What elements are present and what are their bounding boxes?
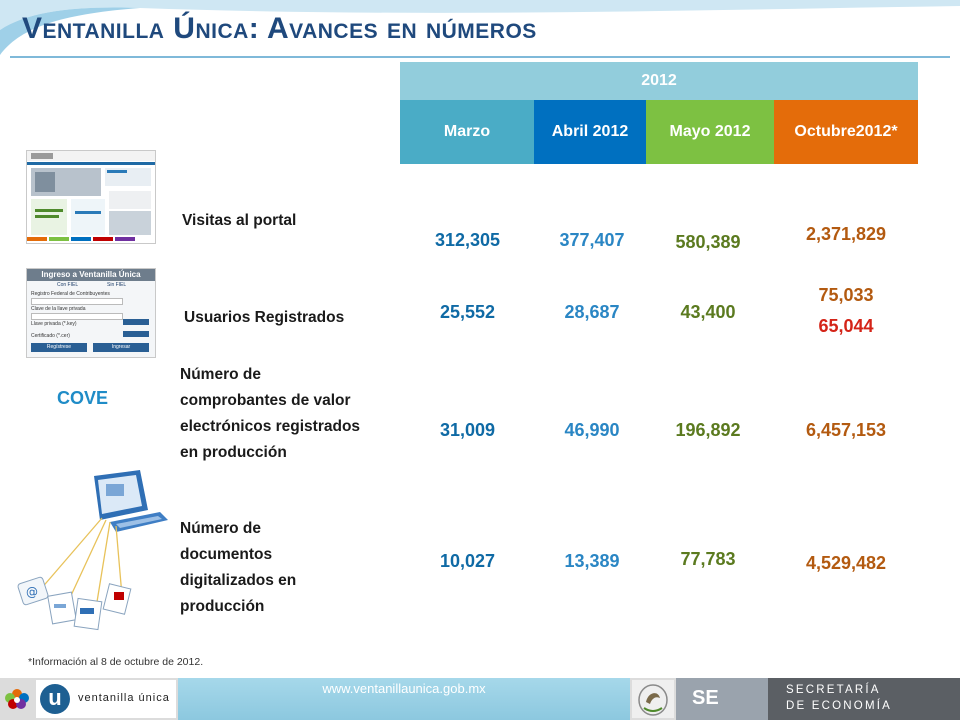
cell-comprobantes-marzo: 31,009 bbox=[439, 420, 496, 440]
cell-comprobantes-octubre: 6,457,153 bbox=[805, 420, 887, 440]
cell-usuarios-octubre: 75,033 bbox=[818, 285, 874, 305]
cell-visitas-mayo: 580,389 bbox=[675, 232, 741, 252]
cell-visitas-abril: 377,407 bbox=[559, 230, 625, 250]
row-label-visitas: Visitas al portal bbox=[182, 212, 297, 229]
cell-usuarios-abril: 28,687 bbox=[564, 302, 620, 322]
page-title: Ventanilla Única: Avances en números bbox=[22, 12, 537, 45]
secretaria-line-1: SECRETARÍA bbox=[786, 684, 881, 696]
cell-comprobantes-abril: 46,990 bbox=[564, 420, 620, 440]
login-option-sin-fiel: Sin FIEL bbox=[107, 282, 127, 288]
secretaria-line-2: DE ECONOMÍA bbox=[786, 700, 892, 712]
cell-documentos-mayo: 77,783 bbox=[680, 549, 736, 569]
footer-bar: u ventanilla única www.ventanillaunica.g… bbox=[0, 678, 960, 720]
mexico-coat-of-arms-icon bbox=[632, 680, 674, 718]
month-header-mayo: Mayo 2012 bbox=[646, 100, 774, 164]
ventanilla-unica-logo: u ventanilla única bbox=[36, 680, 176, 718]
portal-screenshot-image bbox=[27, 151, 155, 241]
cell-comprobantes-mayo: 196,892 bbox=[675, 420, 741, 440]
se-logo: SE bbox=[692, 687, 719, 709]
se-logo-box bbox=[676, 678, 768, 720]
connection-lines bbox=[39, 517, 123, 609]
logo-text: ventanilla única bbox=[78, 692, 170, 704]
row-label-line: electrónicos registrados bbox=[180, 418, 361, 435]
login-field-clave: Clave de la llave privada bbox=[31, 306, 86, 312]
year-header: 2012 bbox=[400, 62, 918, 100]
login-register-button: Regístrese bbox=[31, 343, 87, 352]
row-label-line: Número de bbox=[180, 520, 261, 537]
digital-documents-illustration: @ bbox=[17, 470, 168, 631]
svg-text:@: @ bbox=[26, 585, 38, 599]
cell-documentos-octubre: 4,529,482 bbox=[805, 553, 887, 573]
computer-icon bbox=[94, 470, 168, 532]
login-field-llave: Llave privada (*.key) bbox=[31, 321, 77, 327]
row-label-usuarios: Usuarios Registrados bbox=[184, 309, 345, 326]
month-header-abril: Abril 2012 bbox=[534, 100, 646, 164]
browse-button-cer bbox=[123, 331, 149, 337]
cell-documentos-marzo: 10,027 bbox=[439, 551, 496, 571]
footer-url-band bbox=[178, 678, 630, 720]
cell-usuarios-marzo: 25,552 bbox=[439, 302, 496, 322]
browse-button-key bbox=[123, 319, 149, 325]
cell-usuarios-mayo: 43,400 bbox=[680, 302, 736, 322]
flower-logo-icon bbox=[5, 689, 29, 709]
row-label-line: producción bbox=[180, 598, 265, 615]
header-swoosh bbox=[0, 0, 960, 55]
row-label-line: digitalizados en bbox=[180, 572, 297, 589]
login-enter-button: Ingresar bbox=[93, 343, 149, 352]
row-label-documentos: Número de documentos digitalizados en pr… bbox=[180, 516, 296, 620]
secretaria-economia-banner bbox=[768, 678, 960, 720]
cove-label: COVE bbox=[57, 388, 109, 408]
cell-documentos-abril: 13,389 bbox=[564, 551, 620, 571]
login-title: Ingreso a Ventanilla Única bbox=[27, 269, 155, 281]
login-input-rfc bbox=[31, 298, 123, 305]
title-underline bbox=[10, 56, 950, 58]
month-header-marzo: Marzo bbox=[400, 100, 534, 164]
month-header-octubre: Octubre2012* bbox=[774, 100, 918, 164]
row-label-line: documentos bbox=[180, 546, 273, 563]
row-label-line: comprobantes de valor bbox=[180, 392, 351, 409]
login-field-rfc: Registro Federal de Contribuyentes bbox=[31, 291, 110, 297]
portal-screenshot-thumbnail bbox=[26, 150, 156, 244]
document-icons: @ bbox=[17, 576, 132, 631]
row-label-line: Número de bbox=[180, 366, 261, 383]
login-form-thumbnail: Ingreso a Ventanilla Única Con FIEL Sin … bbox=[26, 268, 156, 358]
footnote: *Información al 8 de octubre de 2012. bbox=[28, 656, 204, 668]
cell-visitas-octubre: 2,371,829 bbox=[805, 224, 887, 244]
footer-url[interactable]: www.ventanillaunica.gob.mx bbox=[322, 681, 486, 696]
cell-usuarios-octubre-secondary: 65,044 bbox=[818, 316, 874, 336]
login-option-fiel: Con FIEL bbox=[57, 282, 79, 288]
row-label-line: en producción bbox=[180, 444, 287, 461]
login-input-clave bbox=[31, 313, 123, 320]
row-label-comprobantes: Número de comprobantes de valor electrón… bbox=[180, 362, 360, 466]
login-field-certificado: Certificado (*.cer) bbox=[31, 333, 70, 339]
ventanilla-logo-icon: u bbox=[40, 684, 70, 714]
cell-visitas-marzo: 312,305 bbox=[434, 230, 501, 250]
